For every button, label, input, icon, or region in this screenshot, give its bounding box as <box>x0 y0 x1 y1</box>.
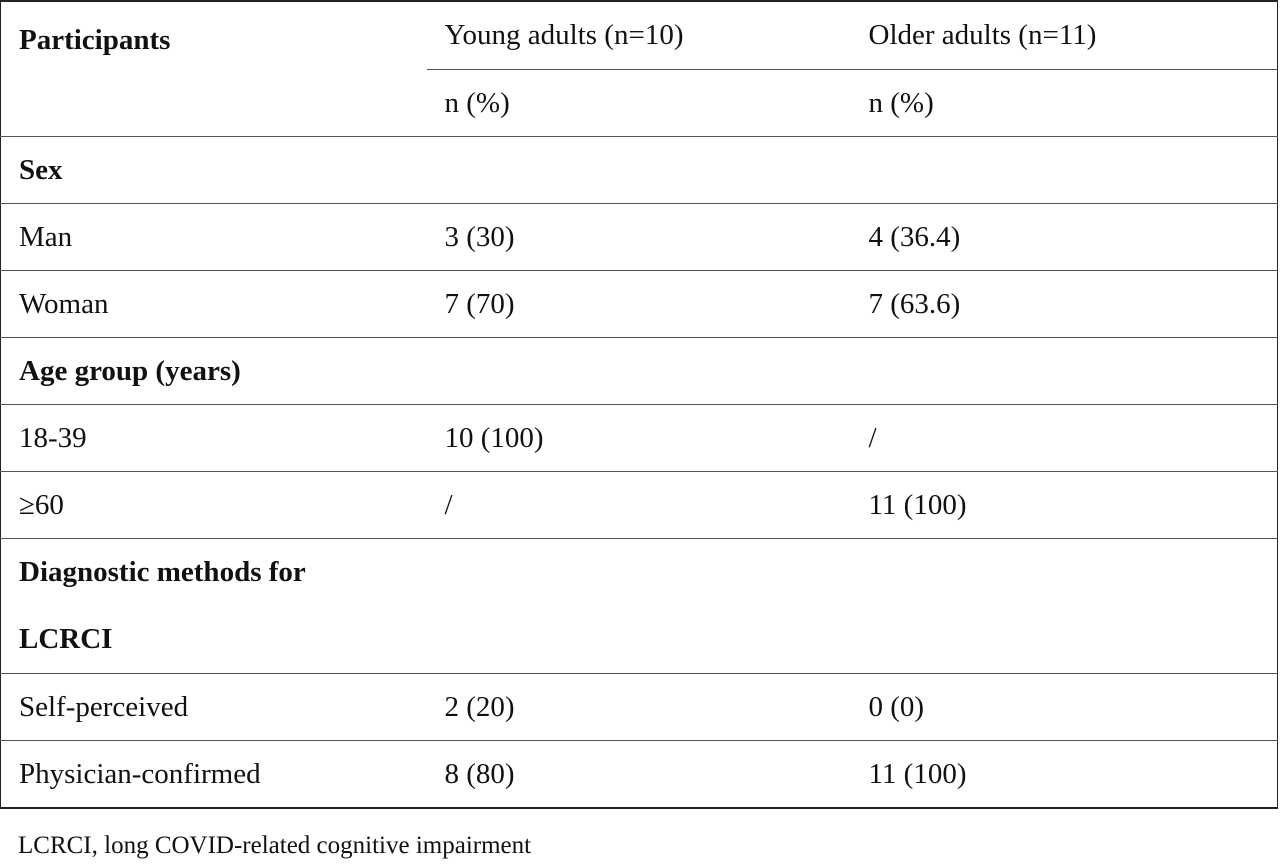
older-value: 7 (63.6) <box>850 270 1278 338</box>
young-value: / <box>426 471 851 539</box>
row-label: Physician-confirmed <box>0 740 427 809</box>
older-value: 11 (100) <box>850 740 1278 809</box>
section-row-sex: Sex <box>0 136 1278 204</box>
older-value: 4 (36.4) <box>850 203 1278 271</box>
empty-cell <box>426 538 851 674</box>
table-row: ≥60 / 11 (100) <box>0 471 1278 539</box>
row-label: Self-perceived <box>0 673 427 741</box>
young-value: 8 (80) <box>426 740 851 809</box>
young-value: 2 (20) <box>426 673 851 741</box>
table-row: Self-perceived 2 (20) 0 (0) <box>0 673 1278 741</box>
empty-cell <box>850 538 1278 674</box>
section-age-group-label: Age group (years) <box>0 337 1278 405</box>
table-row: Physician-confirmed 8 (80) 11 (100) <box>0 740 1278 809</box>
older-value: / <box>850 404 1278 472</box>
young-value: 3 (30) <box>426 203 851 271</box>
section-row-diagnostic: Diagnostic methods for LCRCI <box>0 538 1278 674</box>
participants-table: Participants Young adults (n=10) Older a… <box>0 0 1278 809</box>
young-value: 10 (100) <box>426 404 851 472</box>
older-adults-header: Older adults (n=11) <box>850 0 1278 70</box>
table-row: 18-39 10 (100) / <box>0 404 1278 472</box>
older-value: 11 (100) <box>850 471 1278 539</box>
table-footnote: LCRCI, long COVID-related cognitive impa… <box>18 832 532 859</box>
row-label: Man <box>0 203 427 271</box>
table-header-row: Participants Young adults (n=10) Older a… <box>0 0 1278 137</box>
young-value: 7 (70) <box>426 270 851 338</box>
row-label: Woman <box>0 270 427 338</box>
participants-header: Participants <box>0 0 427 137</box>
table-unit-row: n (%) n (%) <box>1 69 1278 137</box>
table-row: Woman 7 (70) 7 (63.6) <box>0 270 1278 338</box>
young-unit-header: n (%) <box>426 69 851 137</box>
young-adults-header: Young adults (n=10) <box>426 0 851 70</box>
older-value: 0 (0) <box>850 673 1278 741</box>
section-sex-label: Sex <box>0 136 1278 204</box>
section-diagnostic-label: Diagnostic methods for LCRCI <box>0 538 427 674</box>
row-label: ≥60 <box>0 471 427 539</box>
table-row: Man 3 (30) 4 (36.4) <box>0 203 1278 271</box>
section-row-age-group: Age group (years) <box>0 337 1278 405</box>
row-label: 18-39 <box>0 404 427 472</box>
older-unit-header: n (%) <box>850 69 1278 137</box>
